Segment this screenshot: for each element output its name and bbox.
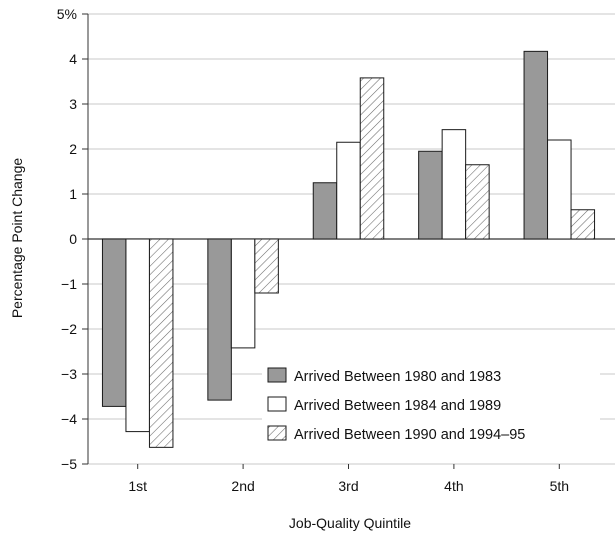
x-tick-label: 2nd: [231, 478, 254, 494]
x-tick-label: 4th: [444, 478, 463, 494]
bar-5th-series-2: [547, 139, 572, 240]
y-tick-label: −4: [61, 411, 77, 427]
bar-5th-series-1: [523, 50, 549, 240]
y-tick-label: 3: [69, 96, 77, 112]
bar-2nd-series-1: [207, 238, 232, 401]
legend-swatch: [267, 396, 287, 412]
bar-4th-series-1: [418, 150, 443, 240]
x-tick-label: 1st: [128, 478, 147, 494]
bar-3rd-series-3: [359, 77, 385, 240]
bar-1st-series-3: [148, 238, 174, 448]
bar-1st-series-2: [125, 238, 150, 433]
y-tick-label: −1: [61, 276, 77, 292]
y-axis-title: Percentage Point Change: [9, 158, 25, 319]
y-tick-label: −5: [61, 456, 77, 472]
bar-3rd-series-1: [312, 182, 338, 240]
bar-4th-series-2: [441, 129, 467, 240]
x-tick-label: 5th: [550, 478, 569, 494]
y-tick-label: 2: [69, 141, 77, 157]
bars: [101, 50, 596, 448]
y-tick-label: −2: [61, 321, 77, 337]
y-tick-label: 0: [69, 231, 77, 247]
x-axis-title: Job-Quality Quintile: [289, 515, 411, 531]
legend-label: Arrived Between 1990 and 1994–95: [294, 427, 525, 443]
y-tick-label: 1: [69, 186, 77, 202]
y-tick-label: −3: [61, 366, 77, 382]
bar-2nd-series-3: [254, 238, 279, 294]
bar-3rd-series-2: [336, 141, 361, 240]
x-tick-label: 3rd: [338, 478, 358, 494]
y-tick-label: 4: [69, 51, 77, 67]
legend-swatch: [267, 367, 287, 383]
bar-4th-series-3: [465, 164, 490, 240]
legend-label: Arrived Between 1984 and 1989: [294, 398, 501, 414]
bar-2nd-series-2: [230, 238, 256, 349]
bar-1st-series-1: [101, 238, 127, 407]
legend-background: [262, 358, 600, 447]
legend: Arrived Between 1980 and 1983 Arrived Bet…: [262, 358, 600, 447]
legend-swatch: [267, 425, 287, 441]
legend-label: Arrived Between 1980 and 1983: [294, 369, 501, 385]
axes: 5% 4 3 2 1 0 −1 −2 −3 −4 −5 1st 2nd 3rd 4th 5th: [57, 6, 569, 494]
bar-5th-series-3: [570, 209, 596, 240]
y-tick-label: 5%: [57, 6, 77, 22]
